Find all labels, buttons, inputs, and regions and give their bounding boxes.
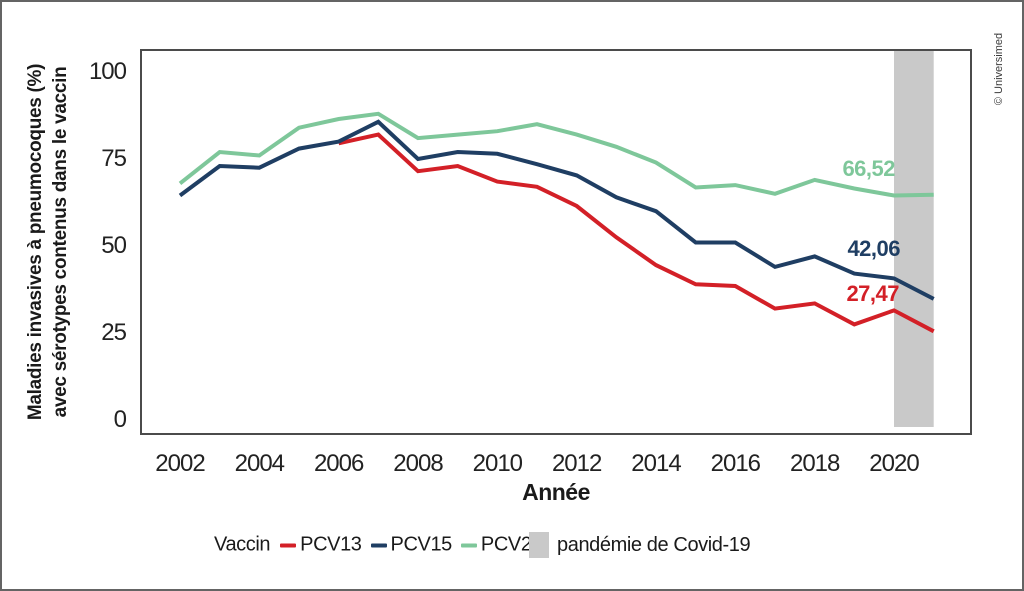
legend-dash-icon — [280, 543, 297, 547]
value-label-pcv13: 27,47 — [846, 281, 899, 306]
x-tick-label: 2008 — [393, 450, 443, 477]
y-tick-label: 50 — [101, 232, 127, 259]
y-tick-label: 0 — [113, 406, 127, 433]
legend: Vaccin PCV13 PCV15 PCV20 — [214, 534, 551, 557]
copyright: © Universimed — [993, 32, 1005, 106]
plot-border — [140, 49, 972, 435]
covid-legend: pandémie de Covid-19 — [529, 532, 751, 558]
x-tick-label: 2006 — [313, 450, 364, 477]
x-tick-label: 2012 — [551, 450, 602, 477]
y-tick-label: 100 — [88, 58, 127, 85]
legend-item-pcv20: PCV20 — [460, 533, 543, 557]
y-axis-label-line1: Maladies invasives à pneumocoques (%) — [25, 63, 46, 421]
x-tick-label: 2004 — [234, 450, 285, 477]
covid-legend-label: pandémie de Covid-19 — [557, 533, 751, 556]
covid-band-swatch-icon — [529, 532, 549, 558]
x-tick-label: 2020 — [869, 450, 919, 477]
legend-items: PCV13 PCV15 PCV20 — [280, 534, 551, 557]
x-tick-label: 2002 — [155, 450, 205, 477]
covid-band — [894, 51, 934, 427]
line-pcv20 — [178, 111, 934, 198]
legend-dash-icon — [460, 543, 477, 547]
x-tick-label: 2014 — [631, 450, 681, 477]
x-tick-label: 2010 — [472, 450, 523, 477]
legend-item-label: PCV15 — [390, 533, 453, 556]
legend-dash-icon — [370, 543, 387, 547]
y-tick-label: 25 — [101, 319, 127, 346]
value-label-pcv20: 66,52 — [842, 156, 895, 181]
legend-item-label: PCV13 — [300, 533, 362, 556]
y-tick-label: 75 — [101, 145, 127, 172]
value-label-pcv15: 42,06 — [847, 236, 900, 261]
line-pcv15 — [178, 119, 935, 301]
legend-title: Vaccin — [214, 533, 271, 556]
legend-item-pcv13: PCV13 — [280, 533, 362, 557]
line-pcv13 — [338, 132, 935, 334]
x-tick-label: 2016 — [710, 450, 761, 477]
x-tick-label: 2018 — [789, 450, 840, 477]
x-axis-label: Année — [522, 479, 590, 505]
legend-item-pcv15: PCV15 — [370, 533, 453, 557]
legend-item-label: PCV20 — [480, 533, 543, 556]
